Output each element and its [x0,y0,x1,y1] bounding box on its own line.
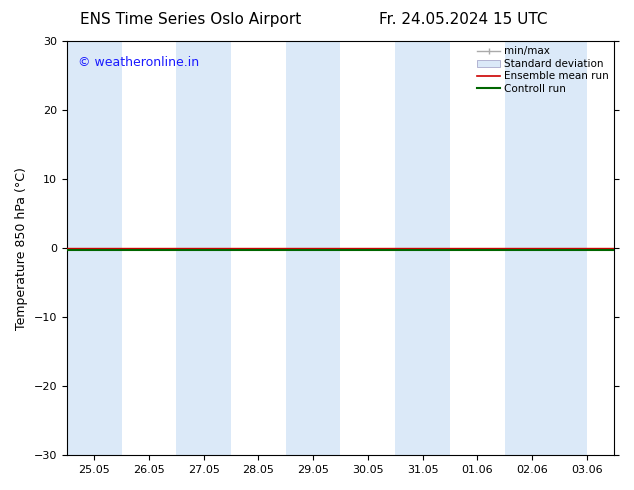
Text: © weatheronline.in: © weatheronline.in [78,55,199,69]
Y-axis label: Temperature 850 hPa (°C): Temperature 850 hPa (°C) [15,167,28,330]
Bar [395,41,450,455]
Text: ENS Time Series Oslo Airport: ENS Time Series Oslo Airport [80,12,301,27]
Text: Fr. 24.05.2024 15 UTC: Fr. 24.05.2024 15 UTC [378,12,547,27]
Bar [176,41,231,455]
Bar [67,41,122,455]
Bar [505,41,587,455]
Bar [286,41,340,455]
Legend: min/max, Standard deviation, Ensemble mean run, Controll run: min/max, Standard deviation, Ensemble me… [474,43,612,97]
